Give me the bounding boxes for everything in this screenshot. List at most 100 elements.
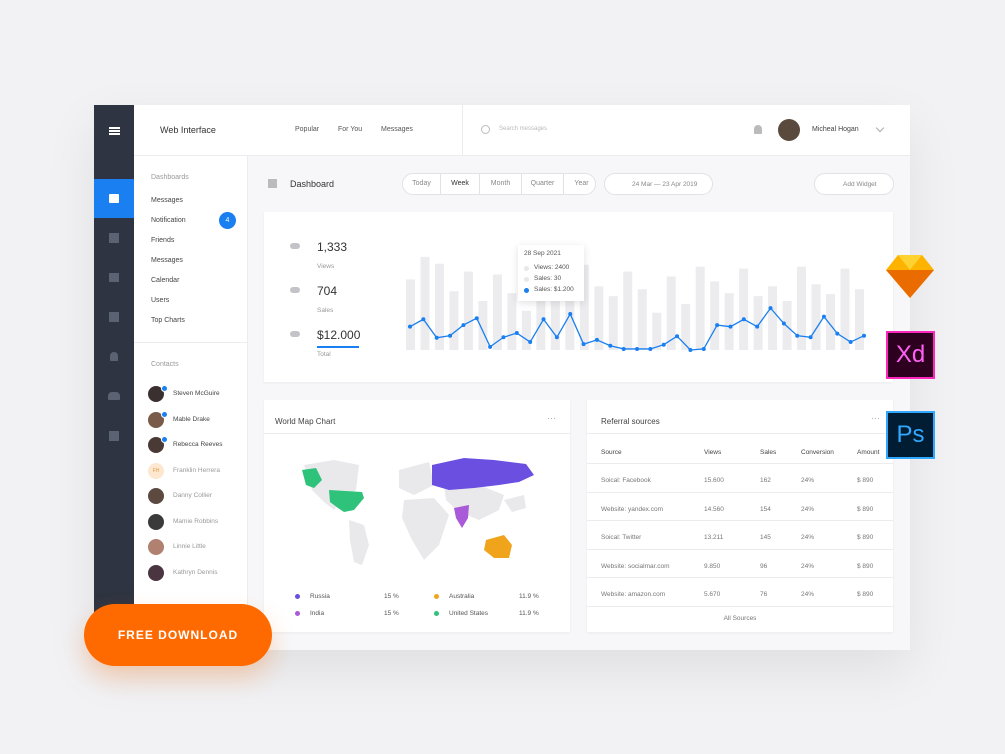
menu-item[interactable]: Users [151,297,170,304]
table-cell: $ 890 [857,591,874,598]
search-input[interactable]: Search messages [499,126,548,132]
home-item[interactable] [94,179,134,218]
contact-avatar[interactable] [148,411,164,428]
table-cell: Website: yandex.com [601,505,664,513]
bar [753,296,763,350]
contact-avatar[interactable]: FH [148,462,164,479]
contact-avatar[interactable] [148,513,164,530]
contacts-title: Contacts [151,361,179,368]
tooltip: 28 Sep 2021 Views: 2400 Sales: 30 Sales: $… [518,245,584,301]
chevron[interactable] [875,123,885,133]
menu-item[interactable]: Friends [151,237,175,244]
range-option[interactable]: Month [480,174,522,194]
legend-name: Australia [449,593,475,600]
legend-value: 11.9 % [519,610,539,617]
app-window: Web Interface Dashboards Messages Notific… [94,105,910,650]
contact-avatar[interactable] [148,437,164,453]
menu-item[interactable]: Messages [151,197,183,204]
bar [463,271,473,350]
point [448,333,453,338]
bar [710,281,720,350]
contact-name[interactable]: Danny Collier [173,492,213,499]
add-widget[interactable]: Add Widget [814,173,894,195]
table-cell: $ 890 [857,477,874,484]
table-cell: 15.600 [704,477,724,484]
range-option[interactable]: Year [574,180,589,187]
contact-avatar[interactable] [148,539,164,555]
line [409,307,865,351]
menu-item[interactable]: Calendar [151,277,180,284]
bar [826,294,836,350]
contact-name[interactable]: Kathryn Dennis [173,568,218,576]
stat-label: Sales [317,307,334,314]
user-name[interactable]: Micheal Hogan [812,126,859,133]
bar [695,266,705,350]
online-dot [161,410,168,418]
bell-icon[interactable] [754,125,762,134]
date-picker[interactable]: 24 Mar — 23 Apr 2019 [604,173,713,195]
stat-value: 704 [317,284,338,298]
table-cell: $ 890 [857,505,874,513]
tooltip-line: Sales: $1.200 [534,286,574,293]
nav-link[interactable]: Popular [295,126,320,133]
world-map [302,458,534,565]
calendar-icon[interactable] [109,312,119,322]
bar [406,279,415,350]
panel-title: Referral sources [601,417,660,426]
bar [420,256,430,350]
tooltip-line: Sales: 30 [534,275,562,282]
contact-name[interactable]: Mable Drake [173,415,210,423]
nav-link[interactable]: For You [338,126,363,133]
referral-panel: Referral sources ··· Source Views Sales Con… [587,400,893,632]
bar [550,259,560,350]
download-button[interactable]: FREE DOWNLOAD [84,604,272,666]
column-header: Views [704,449,722,456]
apps-icon[interactable] [109,233,119,243]
menu-item[interactable]: Messages [151,257,183,264]
row-divider [587,548,893,550]
table-cell: Website: socialmar.com [601,562,670,570]
contact-name[interactable]: Mamie Robbins [173,517,219,525]
legend-value: 15 % [384,593,399,600]
all-sources-link[interactable]: All Sources [723,615,757,622]
contact-name[interactable]: Franklin Herrera [173,466,220,474]
contact-name[interactable]: Rebecca Reeves [173,441,223,448]
bar [768,286,778,350]
group-icon[interactable] [108,392,120,400]
menu-item[interactable]: Top Charts [151,317,185,324]
chat-icon[interactable] [109,273,119,282]
point [528,340,533,345]
bar [855,289,864,350]
ps-logo: Ps [886,411,935,459]
menu-icon[interactable] [109,127,120,129]
more-button[interactable]: ··· [871,413,880,423]
menu-item[interactable]: Notification [151,217,186,224]
range-option[interactable]: Quarter [522,174,564,194]
nav-link[interactable]: Messages [381,126,413,133]
bar [449,291,459,350]
table-cell: Soical: Facebook [601,477,651,484]
legend-dot [434,611,439,616]
date-range: 24 Mar — 23 Apr 2019 [632,181,698,188]
contact-avatar[interactable] [148,386,164,402]
contact-name[interactable]: Steven McGuire [173,390,220,397]
bar [492,274,502,350]
user-icon[interactable] [110,352,118,361]
range-option[interactable]: Today [403,174,441,194]
point [675,334,680,339]
xd-logo: Xd [886,331,935,379]
bar [521,310,531,350]
point [488,344,493,349]
contact-avatar[interactable] [148,564,164,581]
more-button[interactable]: ··· [547,413,556,423]
row-divider [587,605,893,607]
contact-name[interactable]: Linnie Little [173,543,206,550]
avatar[interactable] [778,119,800,141]
table-cell: $ 890 [857,562,874,570]
bar [608,296,618,350]
image-icon[interactable] [109,431,119,441]
range-option[interactable]: Week [441,174,480,194]
contact-avatar[interactable] [148,488,164,504]
table-cell: 76 [760,591,768,598]
legend-dot [295,611,300,616]
